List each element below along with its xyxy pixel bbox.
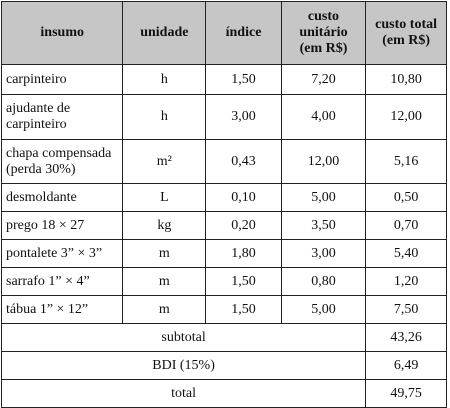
cell-indice: 1,50 [205, 295, 282, 324]
cell-unidade: m [122, 239, 207, 268]
cell-indice: 3,00 [205, 94, 282, 140]
table-row: prego 18 × 27 kg 0,20 3,50 0,70 [0, 211, 447, 240]
cell-custo-total: 0,70 [365, 211, 447, 240]
total-label: total [0, 379, 367, 408]
cell-insumo: pontalete 3” × 3” [0, 239, 124, 268]
header-custo-unitario-line1: custo [307, 9, 340, 24]
header-insumo: insumo [0, 1, 124, 65]
total-row: total 49,75 [0, 379, 447, 408]
cell-custo-total: 12,00 [365, 94, 447, 140]
cell-indice: 1,50 [205, 267, 282, 296]
table-row: tábua 1” × 12” m 1,50 5,00 7,50 [0, 295, 447, 324]
table-row: carpinteiro h 1,50 7,20 10,80 [0, 64, 447, 95]
cell-custo-total: 5,16 [365, 139, 447, 184]
cell-custo-unitario: 3,00 [280, 239, 367, 268]
header-custo-total-line1: custo total [375, 17, 437, 32]
table-row: desmoldante L 0,10 5,00 0,50 [0, 183, 447, 212]
cell-insumo-line1: ajudante de [6, 101, 71, 116]
header-indice: índice [205, 1, 282, 65]
table-header-row: insumo unidade índice custo unitário (em… [0, 1, 447, 65]
cell-indice: 0,20 [205, 211, 282, 240]
cell-insumo: chapa compensada (perda 30%) [0, 139, 124, 184]
table-row: ajudante de carpinteiro h 3,00 4,00 12,0… [0, 94, 447, 140]
cell-unidade: m [122, 267, 207, 296]
table-row: sarrafo 1” × 4” m 1,50 0,80 1,20 [0, 267, 447, 296]
total-value: 49,75 [365, 379, 447, 408]
header-unidade: unidade [122, 1, 207, 65]
cell-indice: 1,50 [205, 64, 282, 95]
cell-unidade: m [122, 295, 207, 324]
cell-insumo-line1: chapa compensada [6, 145, 112, 161]
cell-indice: 0,10 [205, 183, 282, 212]
cell-insumo: prego 18 × 27 [0, 211, 124, 240]
cell-custo-total: 7,50 [365, 295, 447, 324]
subtotal-value: 43,26 [365, 323, 447, 352]
cell-custo-total: 1,20 [365, 267, 447, 296]
cell-custo-unitario: 5,00 [280, 295, 367, 324]
cell-insumo: desmoldante [0, 183, 124, 212]
table-row: chapa compensada (perda 30%) m² 0,43 12,… [0, 139, 447, 184]
subtotal-label: subtotal [0, 323, 367, 352]
cell-unidade: kg [122, 211, 207, 240]
cell-insumo: ajudante de carpinteiro [0, 94, 124, 140]
cell-unidade: h [122, 94, 207, 140]
header-custo-unitario: custo unitário (em R$) [280, 1, 367, 65]
cell-custo-total: 0,50 [365, 183, 447, 212]
cell-custo-total: 5,40 [365, 239, 447, 268]
cell-custo-unitario: 0,80 [280, 267, 367, 296]
cell-custo-total: 10,80 [365, 64, 447, 95]
bdi-value: 6,49 [365, 351, 447, 380]
cell-custo-unitario: 12,00 [280, 139, 367, 184]
cell-indice: 0,43 [205, 139, 282, 184]
cell-unidade: m² [122, 139, 207, 184]
header-custo-total: custo total (em R$) [365, 1, 447, 65]
cell-custo-unitario: 7,20 [280, 64, 367, 95]
cell-indice: 1,80 [205, 239, 282, 268]
cell-insumo: carpinteiro [0, 64, 124, 95]
header-custo-unitario-line2: unitário [299, 25, 348, 40]
cell-unidade: L [122, 183, 207, 212]
cell-custo-unitario: 4,00 [280, 94, 367, 140]
header-custo-total-line2: (em R$) [382, 33, 430, 48]
cell-insumo: tábua 1” × 12” [0, 295, 124, 324]
header-custo-unitario-line3: (em R$) [299, 41, 348, 56]
bdi-label: BDI (15%) [0, 351, 367, 380]
cell-insumo-line2: carpinteiro [6, 117, 67, 132]
cell-unidade: h [122, 64, 207, 95]
table-row: pontalete 3” × 3” m 1,80 3,00 5,40 [0, 239, 447, 268]
cell-custo-unitario: 3,50 [280, 211, 367, 240]
subtotal-row: subtotal 43,26 [0, 323, 447, 352]
cell-insumo-line2: (perda 30%) [6, 161, 76, 177]
bdi-row: BDI (15%) 6,49 [0, 351, 447, 380]
cell-custo-unitario: 5,00 [280, 183, 367, 212]
cell-insumo: sarrafo 1” × 4” [0, 267, 124, 296]
